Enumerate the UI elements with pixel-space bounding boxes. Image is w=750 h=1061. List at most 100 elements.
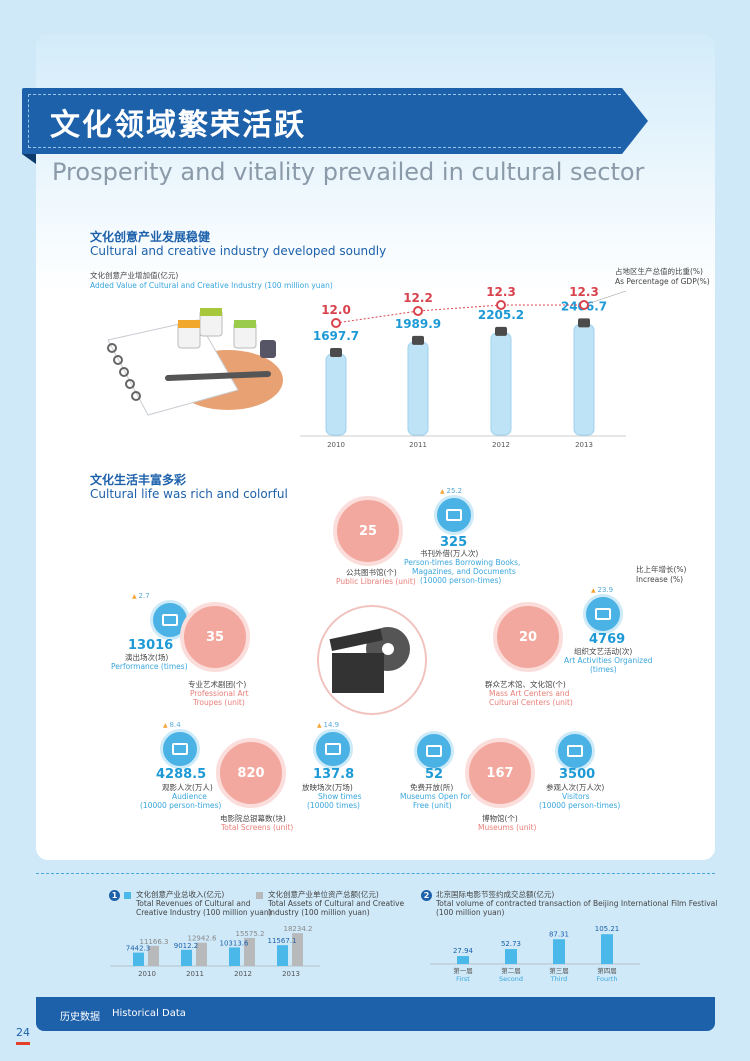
section2-title-cn: 文化生活丰富多彩 bbox=[90, 473, 187, 487]
masscenters-en2: Cultural Centers (unit) bbox=[489, 698, 573, 707]
troupes-en1: Professional Art bbox=[190, 689, 249, 698]
performance-increase: 2.7 bbox=[132, 592, 150, 600]
gdp-point bbox=[496, 300, 506, 310]
freemuseums-en1: Museums Open for bbox=[400, 792, 471, 801]
revenue-value-label: 7442.3 bbox=[126, 945, 151, 953]
increase-label-cn: 比上年增长(%) bbox=[636, 565, 687, 574]
showtimes-cn: 放映场次(万场) bbox=[302, 783, 353, 792]
museums-value: 167 bbox=[486, 765, 514, 781]
camera-icon bbox=[313, 729, 353, 769]
film-value-label: 105.21 bbox=[595, 925, 620, 933]
revenue-en1: Total Revenues of Cultural and bbox=[136, 899, 251, 908]
bar-bottle bbox=[573, 323, 595, 436]
freemuseums-cn: 免费开放(所) bbox=[410, 783, 454, 792]
badge-1: 1 bbox=[109, 890, 120, 901]
borrowing-en2: Magazines, and Documents bbox=[412, 567, 516, 576]
gdp-point bbox=[331, 318, 341, 328]
banner-fold bbox=[22, 154, 36, 164]
film-bar bbox=[457, 956, 469, 964]
film-bar bbox=[505, 949, 517, 964]
activities-en1: Art Activities Organized bbox=[564, 656, 653, 665]
section1-title-cn: 文化创意产业发展稳健 bbox=[90, 230, 211, 244]
section1-title-en: Cultural and creative industry developed… bbox=[90, 244, 387, 258]
assets-value-label: 11166.3 bbox=[140, 938, 169, 946]
metric-label-cn: 文化创意产业增加值(亿元) bbox=[90, 271, 179, 280]
showtimes-value: 137.8 bbox=[313, 767, 355, 782]
visitors-icon bbox=[555, 731, 595, 771]
screens-cn: 电影院总银幕数(块) bbox=[220, 814, 286, 823]
x-tick-label-cn: 第四届 bbox=[597, 966, 617, 975]
film-cn: 北京国际电影节签约成交总额(亿元) bbox=[436, 890, 555, 899]
x-tick-label-en: Fourth bbox=[597, 975, 618, 983]
x-tick-label-en: First bbox=[456, 975, 470, 983]
x-tick-label-cn: 第一届 bbox=[453, 966, 473, 975]
troupes-value: 35 bbox=[205, 629, 225, 645]
audience-increase: 8.4 bbox=[163, 721, 181, 729]
visitors-en1: Visitors bbox=[562, 792, 590, 801]
x-tick-label-cn: 第二届 bbox=[501, 966, 521, 975]
revenue-bar bbox=[277, 945, 288, 966]
assets-en1: Total Assets of Cultural and Creative bbox=[268, 899, 405, 908]
revenue-bar bbox=[133, 952, 144, 966]
film-reel-icon bbox=[317, 605, 427, 715]
revenue-legend-swatch bbox=[124, 892, 131, 899]
showtimes-en1: Show times bbox=[318, 792, 362, 801]
film-value-label: 87.31 bbox=[549, 930, 569, 938]
section2-title-en: Cultural life was rich and colorful bbox=[90, 487, 288, 501]
screens-circle: 820 bbox=[216, 738, 286, 808]
troupes-en2: Troupes (unit) bbox=[193, 698, 245, 707]
troupes-circle: 35 bbox=[180, 602, 250, 672]
gdp-line bbox=[335, 304, 584, 324]
footer-label-en: Historical Data bbox=[112, 1008, 186, 1019]
bar-bottle bbox=[407, 341, 429, 436]
gdp-point bbox=[413, 306, 423, 316]
audience-value: 4288.5 bbox=[156, 767, 207, 782]
visitors-en2: (10000 person-times) bbox=[539, 801, 621, 810]
x-tick-label: 2012 bbox=[234, 970, 252, 978]
performance-value: 13016 bbox=[128, 638, 174, 653]
assets-value-label: 15575.2 bbox=[236, 930, 265, 938]
audience-cn: 观影人次(万人) bbox=[162, 783, 213, 792]
borrowing-en3: (10000 person-times) bbox=[420, 576, 502, 585]
borrowing-increase: 25.2 bbox=[440, 487, 463, 495]
revenue-bar bbox=[181, 949, 192, 966]
activities-icon bbox=[583, 594, 623, 634]
bar-value-label: 2205.2 bbox=[478, 308, 524, 322]
revenue-cn: 文化创意产业总收入(亿元) bbox=[136, 890, 225, 899]
borrowing-cn: 书刊外借(万人次) bbox=[420, 549, 479, 558]
gdp-value-label: 12.3 bbox=[569, 285, 599, 299]
audience-en2: (10000 person-times) bbox=[140, 801, 222, 810]
film-en1: Total volume of contracted transaction o… bbox=[436, 899, 718, 908]
borrowing-en1: Person-times Borrowing Books, bbox=[404, 558, 521, 567]
freemuseums-en2: Free (unit) bbox=[413, 801, 452, 810]
x-tick-label-cn: 第三届 bbox=[549, 966, 569, 975]
activities-cn: 组织文艺活动(次) bbox=[574, 647, 633, 656]
gdp-label-en: As Percentage of GDP(%) bbox=[615, 277, 710, 286]
bar-bottle bbox=[325, 353, 347, 436]
bottle-cap bbox=[578, 318, 590, 328]
page-title-cn: 文化领域繁荣活跃 bbox=[50, 108, 306, 143]
bar-bottle bbox=[490, 332, 512, 436]
x-tick-label: 2012 bbox=[492, 441, 510, 449]
x-tick-label-en: Second bbox=[499, 975, 523, 983]
performance-en: Performance (times) bbox=[111, 662, 188, 671]
gdp-label-cn: 占地区生产总值的比重(%) bbox=[615, 267, 703, 276]
museums-en: Museums (unit) bbox=[478, 823, 537, 832]
assets-bar bbox=[148, 945, 159, 966]
performance-cn: 演出场次(场) bbox=[125, 653, 169, 662]
x-tick-label: 2013 bbox=[575, 441, 593, 449]
libraries-en: Public Libraries (unit) bbox=[336, 577, 416, 586]
x-tick-label: 2013 bbox=[282, 970, 300, 978]
increase-label-en: Increase (%) bbox=[636, 575, 684, 584]
x-tick-label: 2011 bbox=[186, 970, 204, 978]
notebook-paint-illustration bbox=[107, 308, 283, 416]
film-value-label: 27.94 bbox=[453, 947, 474, 955]
revenue-bar bbox=[229, 947, 240, 966]
content-card bbox=[36, 34, 715, 860]
gdp-point bbox=[579, 300, 589, 310]
assets-bar bbox=[292, 933, 303, 966]
assets-bar bbox=[244, 937, 255, 966]
masscenters-cn: 群众艺术馆、文化馆(个) bbox=[485, 680, 566, 689]
